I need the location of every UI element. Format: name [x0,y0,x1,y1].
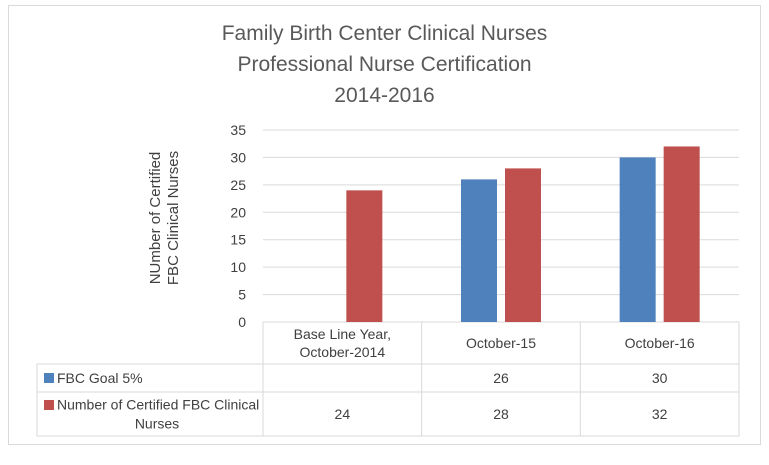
y-tick-label: 35 [230,122,246,138]
chart-frame [8,5,761,445]
y-tick-label: 25 [230,177,246,193]
category-label: October-16 [625,335,695,351]
y-tick-label: 0 [238,314,246,330]
data-table-value: 28 [493,406,509,422]
chart-title-line-1: Family Birth Center Clinical Nurses [221,22,548,45]
category-label: October-2014 [300,344,386,360]
bar [663,146,700,322]
legend-key [44,373,54,383]
data-table-value: 24 [335,406,351,422]
bar [505,168,541,322]
chart-title-line-2: Professional Nurse Certification [237,53,532,76]
y-tick-label: 20 [230,204,246,220]
data-table-value: 32 [652,406,668,422]
bar [461,179,497,322]
y-tick-label: 15 [230,232,246,248]
data-table-value: 26 [493,370,509,386]
category-label: October-15 [466,335,536,351]
category-label: Base Line Year, [294,326,391,342]
bar [619,157,656,322]
y-tick-label: 5 [238,287,246,303]
legend-label: FBC Goal 5% [57,370,143,386]
legend-label: Nurses [135,416,179,432]
y-tick-label: 10 [230,259,246,275]
chart-title-line-3: 2014-2016 [334,84,435,107]
legend-label: Number of Certified FBC Clinical [57,397,259,413]
legend-key [44,400,54,410]
data-table-value: 30 [652,370,668,386]
bar [346,190,383,322]
y-tick-label: 30 [230,149,246,165]
